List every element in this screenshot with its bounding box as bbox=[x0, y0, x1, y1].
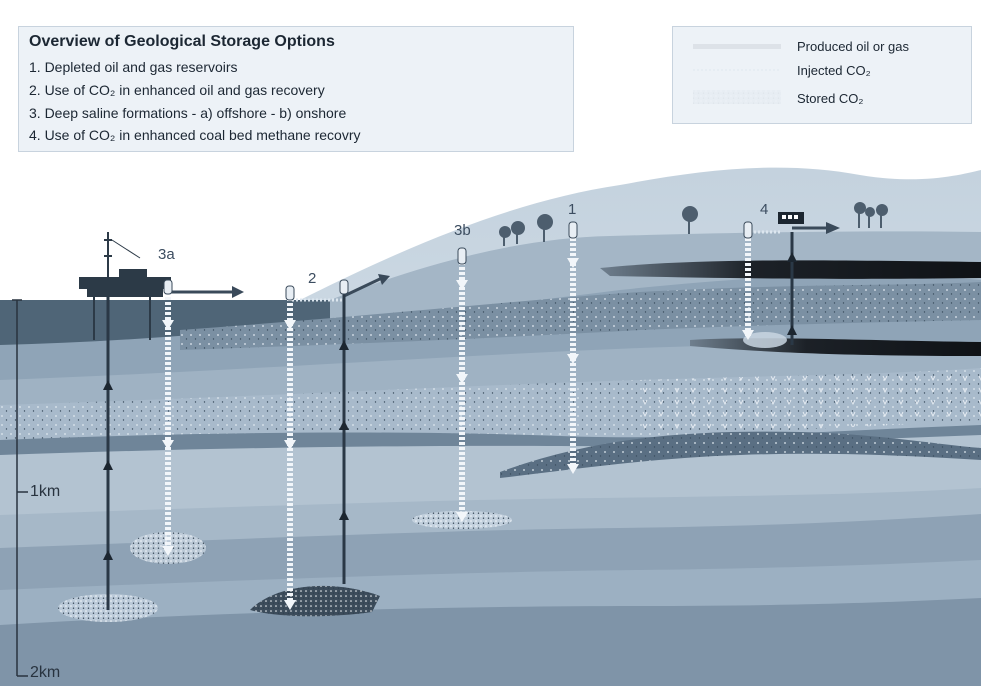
depth-label-1km: 1km bbox=[30, 483, 61, 500]
depth-label-2km: 2km bbox=[30, 664, 61, 681]
depth-scale bbox=[12, 299, 28, 677]
production-arrowheads bbox=[103, 252, 797, 560]
strata bbox=[0, 274, 981, 686]
legend: Produced oil or gas Injected CO₂ Stored … bbox=[672, 26, 972, 124]
site-label-3b: 3b bbox=[454, 222, 471, 239]
injection-wells bbox=[165, 238, 751, 605]
option-1: 1. Depleted oil and gas reservoirs bbox=[29, 59, 238, 75]
ecbm-arrowhead bbox=[826, 222, 840, 234]
option-3: 3. Deep saline formations - a) offshore … bbox=[29, 105, 347, 121]
site-label-2: 2 bbox=[308, 270, 317, 287]
option-4: 4. Use of CO₂ in enhanced coal bed metha… bbox=[29, 127, 361, 143]
legend-stored-label: Stored CO₂ bbox=[797, 91, 864, 106]
offshore-platform bbox=[79, 232, 171, 340]
title-box: Overview of Geological Storage Options 1… bbox=[18, 26, 574, 152]
wellheads bbox=[163, 221, 753, 301]
production-surface-pipeline bbox=[343, 276, 383, 298]
site-label-4: 4 bbox=[760, 201, 769, 218]
plant-building bbox=[778, 212, 804, 224]
legend-produced-label: Produced oil or gas bbox=[797, 39, 910, 54]
site-label-3a: 3a bbox=[158, 246, 175, 263]
option-2: 2. Use of CO₂ in enhanced oil and gas re… bbox=[29, 82, 325, 98]
site-label-1: 1 bbox=[568, 201, 577, 218]
legend-injected-label: Injected CO₂ bbox=[797, 63, 871, 78]
diagram-title: Overview of Geological Storage Options bbox=[29, 33, 335, 50]
trees bbox=[499, 202, 888, 246]
platform-outflow-arrowhead bbox=[232, 286, 244, 298]
injection-arrowheads bbox=[162, 258, 754, 610]
production-arrowhead bbox=[378, 274, 390, 285]
